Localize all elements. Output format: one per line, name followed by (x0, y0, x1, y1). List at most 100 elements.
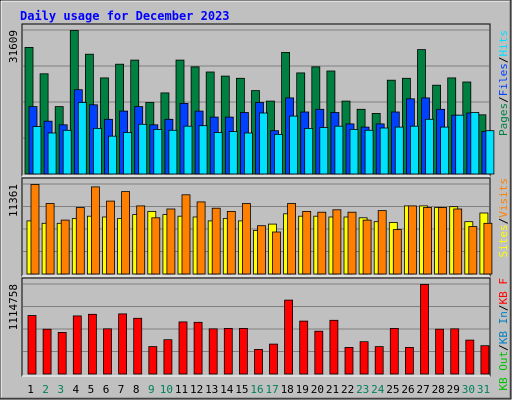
bar-sites-day-21 (332, 209, 342, 275)
bar-kbytes-day-18 (284, 299, 294, 375)
bar-kbytes-day-6 (103, 328, 112, 375)
bar-sites-day-10 (166, 208, 176, 275)
bar-sites-day-3 (60, 219, 70, 275)
bar-sites-day-7 (121, 191, 130, 275)
bar-pages-day-24 (379, 127, 389, 175)
bar-pages-day-5 (93, 127, 102, 175)
legend-requests: Pages/Files/Hits (497, 30, 510, 136)
bar-pages-day-13 (213, 132, 223, 175)
day-label-23: 23 (356, 383, 369, 396)
day-label-25: 25 (386, 383, 399, 396)
day-label-14: 14 (220, 383, 234, 396)
bar-pages-day-21 (334, 125, 344, 175)
bar-kbytes-day-23 (359, 341, 369, 375)
bar-sites-day-1 (30, 184, 40, 275)
bar-sites-day-9 (151, 217, 161, 275)
legend-visitors-part-1: / (497, 218, 510, 225)
bar-sites-day-25 (392, 229, 402, 275)
bar-pages-day-7 (123, 132, 132, 175)
bar-kbytes-day-13 (208, 328, 218, 375)
day-label-18: 18 (281, 383, 294, 396)
day-label-1: 1 (27, 383, 34, 396)
day-label-21: 21 (326, 383, 339, 396)
bar-sites-day-8 (136, 205, 146, 275)
bar-kbytes-day-27 (420, 283, 429, 375)
ymax-label-visitors: 11361 (7, 184, 20, 217)
day-label-5: 5 (88, 383, 95, 396)
bar-pages-day-28 (440, 126, 450, 175)
bar-kbytes-day-5 (88, 313, 97, 375)
legend-requests-part-3: / (497, 57, 510, 64)
panel-requests: 31609 (7, 23, 495, 177)
legend-kbytes-part-0: KB Out (497, 351, 510, 391)
bar-sites-day-28 (438, 207, 448, 275)
bar-kbytes-day-31 (480, 345, 490, 375)
bar-pages-day-11 (183, 125, 193, 175)
bar-pages-day-15 (243, 132, 253, 175)
day-label-11: 11 (175, 383, 188, 396)
day-label-27: 27 (416, 383, 429, 396)
day-label-3: 3 (57, 383, 64, 396)
day-label-12: 12 (190, 383, 203, 396)
chart-title: Daily usage for December 2023 (20, 9, 230, 23)
day-label-17: 17 (265, 383, 278, 396)
bar-sites-day-27 (423, 207, 432, 275)
day-label-29: 29 (447, 383, 460, 396)
bar-kbytes-day-4 (72, 315, 82, 375)
panels-layer: 31609 11361 1114758 (7, 23, 495, 377)
day-label-24: 24 (371, 383, 385, 396)
bar-kbytes-day-3 (57, 331, 67, 375)
ymax-label-requests: 31609 (7, 30, 20, 63)
day-label-10: 10 (160, 383, 173, 396)
bar-pages-day-25 (394, 126, 404, 175)
bar-kbytes-day-8 (133, 317, 143, 375)
bar-sites-day-30 (468, 226, 478, 275)
bar-sites-day-11 (181, 194, 191, 275)
ymax-label-kbytes: 1114758 (7, 284, 20, 330)
day-label-31: 31 (477, 383, 490, 396)
bar-sites-day-31 (483, 222, 493, 275)
bar-pages-day-12 (198, 125, 208, 175)
bar-kbytes-day-9 (148, 346, 158, 375)
bar-pages-day-22 (349, 128, 359, 175)
bar-sites-day-22 (347, 211, 357, 275)
bar-pages-day-19 (304, 127, 314, 175)
bar-kbytes-day-22 (344, 346, 354, 375)
day-label-16: 16 (250, 383, 263, 396)
bar-pages-day-16 (259, 112, 268, 175)
day-label-7: 7 (118, 383, 125, 396)
bar-sites-day-19 (302, 210, 312, 275)
day-label-13: 13 (205, 383, 218, 396)
bar-kbytes-day-25 (389, 327, 399, 375)
bar-kbytes-day-24 (374, 346, 384, 375)
bar-sites-day-23 (362, 219, 372, 275)
bar-sites-day-6 (106, 200, 115, 275)
bar-pages-day-30 (470, 112, 480, 175)
legend-kbytes-part-2: KB In (497, 311, 510, 344)
bar-sites-day-15 (241, 203, 251, 275)
bar-pages-day-14 (228, 131, 238, 175)
legend-requests-part-4: Hits (497, 30, 510, 57)
day-label-8: 8 (133, 383, 140, 396)
bar-kbytes-day-7 (118, 313, 127, 375)
day-label-2: 2 (42, 383, 49, 396)
bar-pages-day-29 (455, 114, 465, 175)
legend-kbytes-part-3: / (497, 305, 510, 312)
bar-sites-day-5 (91, 186, 100, 275)
bar-kbytes-day-28 (435, 328, 445, 375)
bar-kbytes-day-14 (223, 327, 233, 375)
bar-pages-day-31 (485, 130, 495, 175)
bar-pages-day-23 (364, 129, 374, 175)
bar-sites-day-2 (45, 203, 55, 275)
bar-pages-day-17 (274, 133, 283, 175)
day-label-26: 26 (401, 383, 414, 396)
bar-pages-day-4 (77, 102, 87, 175)
day-label-19: 19 (296, 383, 309, 396)
bar-pages-day-6 (108, 135, 117, 175)
bar-pages-day-27 (425, 118, 434, 175)
day-label-4: 4 (72, 383, 79, 396)
bar-sites-day-13 (211, 207, 221, 275)
